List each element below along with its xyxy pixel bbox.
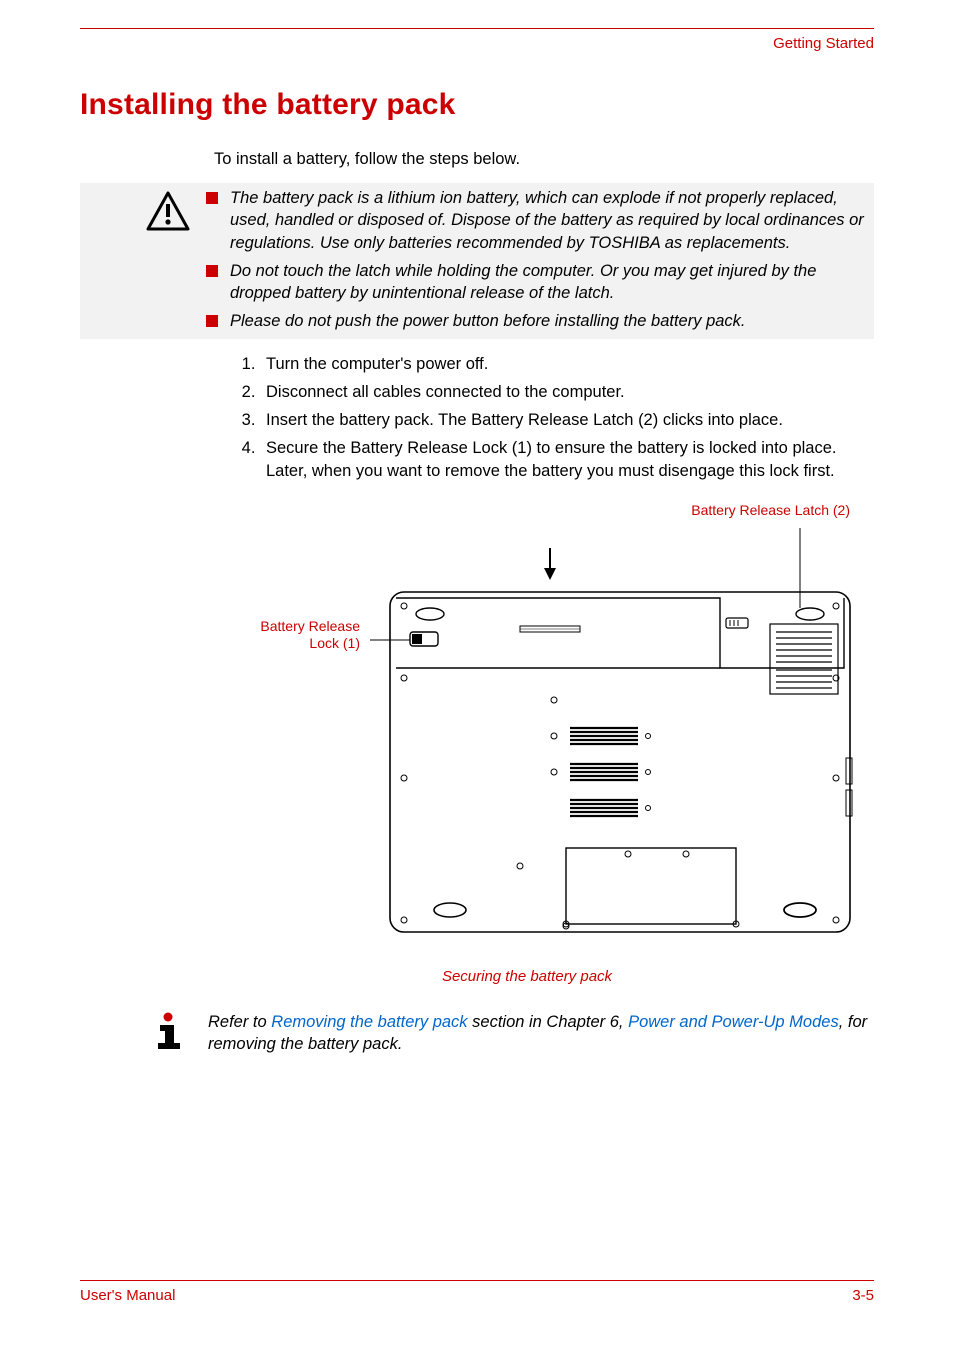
figure-label-lock-l1: Battery Release: [260, 618, 360, 634]
footer: User's Manual 3-5: [80, 1280, 874, 1304]
warning-text: Please do not push the power button befo…: [230, 310, 746, 332]
note-prefix: Refer to: [208, 1013, 271, 1031]
note-link-remove[interactable]: Removing the battery pack: [271, 1013, 467, 1031]
warning-item: The battery pack is a lithium ion batter…: [206, 187, 868, 254]
warning-icon: [146, 191, 190, 231]
warning-item: Do not touch the latch while holding the…: [206, 260, 868, 305]
page-title: Installing the battery pack: [80, 88, 874, 122]
step-item: Secure the Battery Release Lock (1) to e…: [260, 437, 874, 482]
note-text: Refer to Removing the battery pack secti…: [208, 1011, 874, 1056]
figure-label-lock: Battery Release Lock (1): [240, 618, 360, 653]
bullet-icon: [206, 265, 218, 277]
intro-text: To install a battery, follow the steps b…: [214, 150, 874, 169]
footer-rule: [80, 1280, 874, 1281]
laptop-bottom-diagram: [370, 528, 870, 948]
footer-left: User's Manual: [80, 1287, 175, 1304]
warning-body: The battery pack is a lithium ion batter…: [206, 187, 868, 333]
header-section: Getting Started: [80, 35, 874, 52]
figure-label-latch: Battery Release Latch (2): [691, 502, 850, 518]
note-link-power[interactable]: Power and Power-Up Modes: [628, 1013, 839, 1031]
warning-text: The battery pack is a lithium ion batter…: [230, 187, 868, 254]
footer-row: User's Manual 3-5: [80, 1287, 874, 1304]
note-callout: Refer to Removing the battery pack secti…: [80, 1011, 874, 1056]
bullet-icon: [206, 192, 218, 204]
note-icon-col: [144, 1011, 192, 1051]
step-item: Insert the battery pack. The Battery Rel…: [260, 409, 874, 431]
step-item: Disconnect all cables connected to the c…: [260, 381, 874, 403]
warning-icon-col: [144, 187, 192, 231]
steps-list: Turn the computer's power off. Disconnec…: [236, 353, 874, 482]
header-rule: [80, 28, 874, 29]
figure-caption: Securing the battery pack: [180, 968, 874, 985]
warning-item: Please do not push the power button befo…: [206, 310, 868, 332]
figure: Battery Release Latch (2) Battery Releas…: [240, 502, 880, 962]
warning-callout: The battery pack is a lithium ion batter…: [80, 183, 874, 339]
bullet-icon: [206, 315, 218, 327]
note-mid: section in Chapter 6,: [468, 1013, 629, 1031]
footer-page: 3-5: [852, 1287, 874, 1304]
warning-text: Do not touch the latch while holding the…: [230, 260, 868, 305]
figure-label-lock-l2: Lock (1): [309, 635, 360, 651]
step-item: Turn the computer's power off.: [260, 353, 874, 375]
info-icon: [152, 1011, 184, 1051]
